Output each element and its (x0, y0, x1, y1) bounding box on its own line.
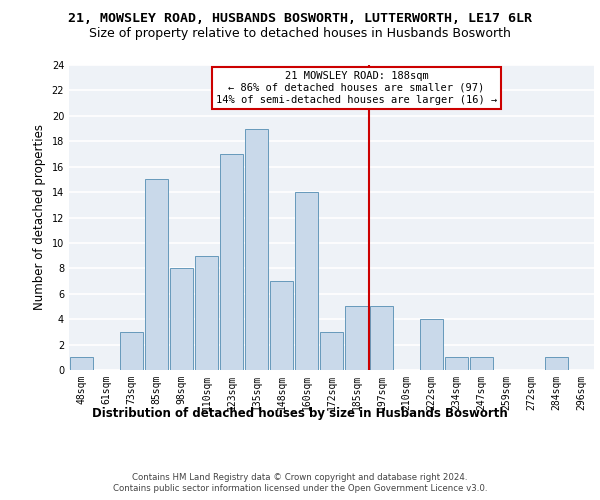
Text: Contains HM Land Registry data © Crown copyright and database right 2024.: Contains HM Land Registry data © Crown c… (132, 472, 468, 482)
Bar (419, 319, 443, 370)
Bar (545, 358, 568, 370)
Bar (445, 358, 469, 370)
Bar (245, 128, 268, 370)
Text: Contains public sector information licensed under the Open Government Licence v3: Contains public sector information licen… (113, 484, 487, 493)
Bar (320, 332, 343, 370)
Bar (70, 358, 94, 370)
Bar (220, 154, 244, 370)
Bar (269, 281, 293, 370)
Text: Distribution of detached houses by size in Husbands Bosworth: Distribution of detached houses by size … (92, 408, 508, 420)
Bar (295, 192, 319, 370)
Bar (119, 332, 143, 370)
Bar (370, 306, 394, 370)
Bar (194, 256, 218, 370)
Bar (170, 268, 193, 370)
Text: 21, MOWSLEY ROAD, HUSBANDS BOSWORTH, LUTTERWORTH, LE17 6LR: 21, MOWSLEY ROAD, HUSBANDS BOSWORTH, LUT… (68, 12, 532, 26)
Text: Size of property relative to detached houses in Husbands Bosworth: Size of property relative to detached ho… (89, 28, 511, 40)
Y-axis label: Number of detached properties: Number of detached properties (33, 124, 46, 310)
Text: 21 MOWSLEY ROAD: 188sqm
← 86% of detached houses are smaller (97)
14% of semi-de: 21 MOWSLEY ROAD: 188sqm ← 86% of detache… (216, 72, 497, 104)
Bar (470, 358, 493, 370)
Bar (145, 180, 169, 370)
Bar (344, 306, 368, 370)
